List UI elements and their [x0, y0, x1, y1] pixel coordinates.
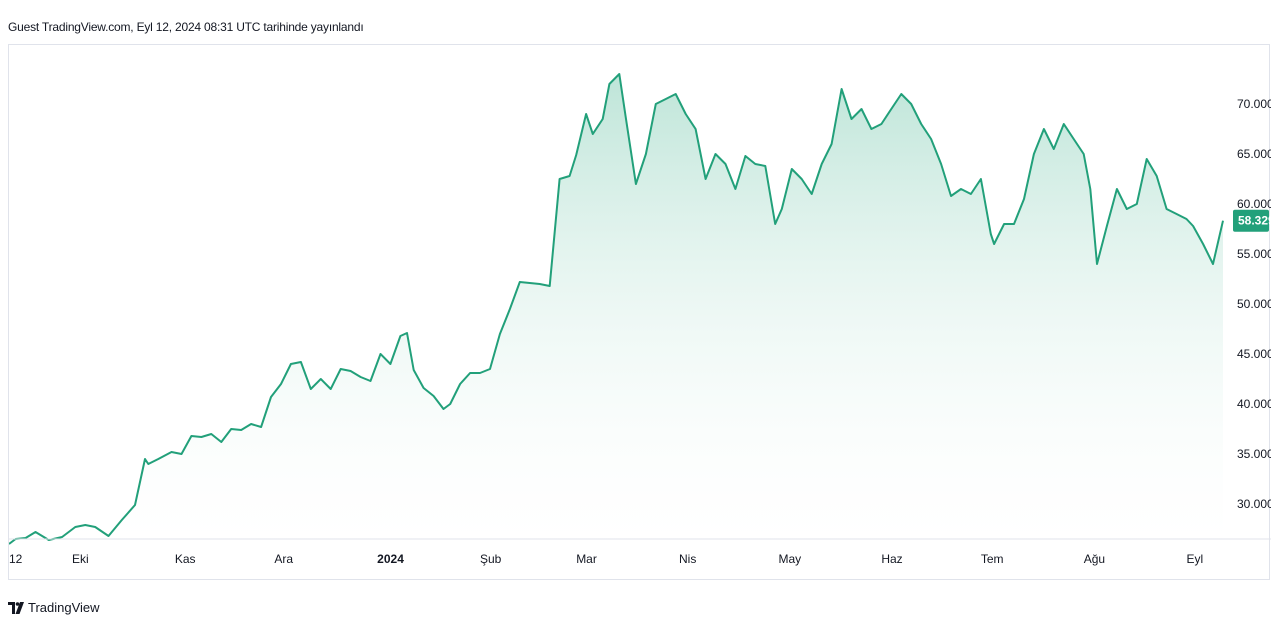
y-tick-label: 50.000	[1237, 297, 1271, 311]
y-tick-label: 55.000	[1237, 247, 1271, 261]
x-tick-label: Eyl	[1187, 552, 1204, 566]
x-tick-label: Kas	[175, 552, 196, 566]
y-tick-label: 35.000	[1237, 447, 1271, 461]
tradingview-logo-icon	[8, 601, 24, 614]
area-fill	[9, 74, 1223, 544]
x-tick-label: Ara	[274, 552, 293, 566]
y-tick-label: 40.000	[1237, 397, 1271, 411]
last-price-tag	[1233, 209, 1269, 232]
x-tick-label: Tem	[981, 552, 1004, 566]
x-tick-label: Şub	[480, 552, 502, 566]
x-tick-label: Mar	[576, 552, 597, 566]
y-tick-label: 30.000	[1237, 497, 1271, 511]
y-tick-label: 60.000	[1237, 197, 1271, 211]
x-tick-label: Eki	[72, 552, 89, 566]
price-line	[9, 73, 1224, 545]
chart-panel[interactable]: 30.000 35.000 40.000 45.000 50.000 55.000 60.0…	[8, 44, 1271, 581]
x-tick-label: 12	[9, 552, 23, 566]
publish-info: Guest TradingView.com, Eyl 12, 2024 08:3…	[8, 20, 364, 34]
price-chart[interactable]: 30.000 35.000 40.000 45.000 50.000 55.000 60.0…	[9, 45, 1271, 581]
y-tick-label: 70.000	[1237, 97, 1271, 111]
last-price-label: 58.329	[1238, 214, 1271, 228]
x-tick-label: Haz	[881, 552, 902, 566]
footer-brand: TradingView	[28, 600, 100, 615]
y-tick-label: 65.000	[1237, 147, 1271, 161]
x-tick-label: May	[779, 552, 802, 566]
x-tick-label: Nis	[679, 552, 696, 566]
x-tick-label: Ağu	[1084, 552, 1105, 566]
x-tick-label: 2024	[377, 552, 404, 566]
footer: TradingView	[8, 600, 100, 615]
y-tick-label: 45.000	[1237, 347, 1271, 361]
